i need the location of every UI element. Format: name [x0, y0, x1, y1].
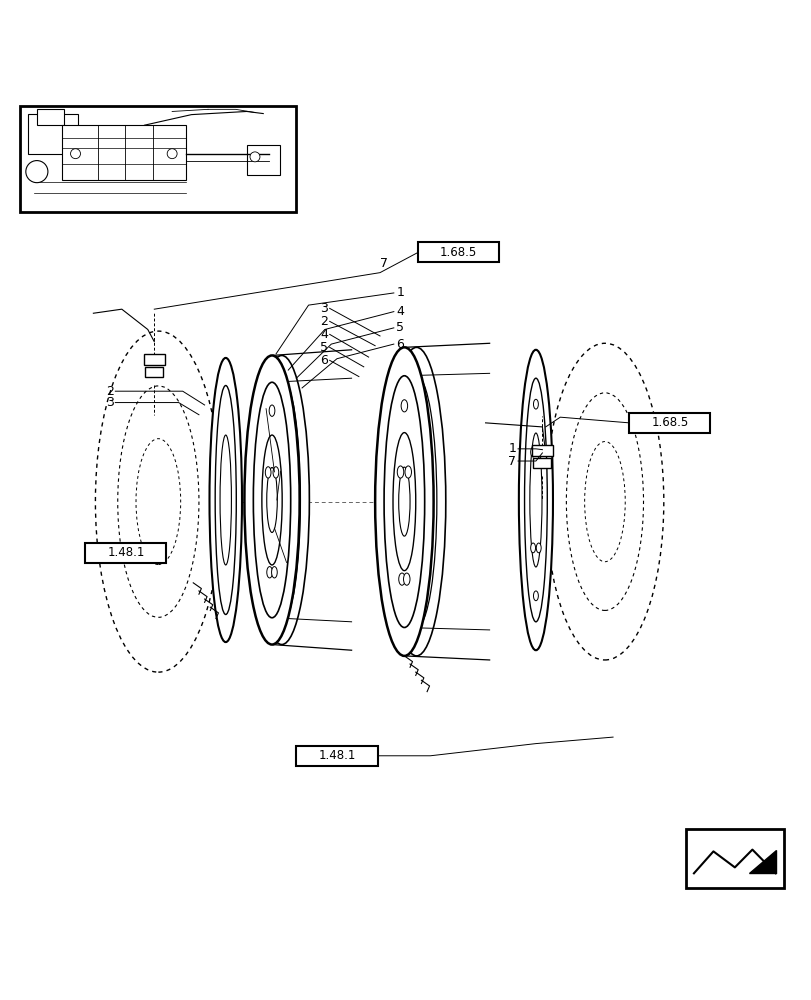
Ellipse shape	[268, 405, 274, 416]
Bar	[247, 145, 280, 175]
Bar	[629, 413, 710, 433]
Ellipse shape	[518, 350, 552, 650]
Bar	[28, 114, 78, 154]
Ellipse shape	[267, 567, 272, 578]
Ellipse shape	[375, 347, 433, 656]
Ellipse shape	[398, 467, 410, 536]
Ellipse shape	[535, 447, 540, 457]
Ellipse shape	[535, 543, 540, 553]
Ellipse shape	[384, 376, 424, 627]
Circle shape	[71, 149, 80, 159]
Bar	[685, 829, 783, 888]
Bar	[533, 458, 551, 468]
Text: 2: 2	[105, 385, 114, 398]
Ellipse shape	[266, 468, 277, 532]
Ellipse shape	[387, 347, 445, 656]
Polygon shape	[749, 850, 775, 873]
Ellipse shape	[393, 433, 415, 571]
Ellipse shape	[254, 355, 309, 645]
Text: 6: 6	[320, 354, 328, 367]
Ellipse shape	[261, 435, 281, 565]
Ellipse shape	[396, 376, 436, 627]
Text: 1.48.1: 1.48.1	[107, 546, 144, 559]
Text: 4: 4	[396, 305, 404, 318]
Text: 1: 1	[508, 442, 516, 455]
Ellipse shape	[524, 378, 547, 622]
Ellipse shape	[272, 467, 278, 478]
Text: 7: 7	[380, 257, 388, 270]
Ellipse shape	[401, 400, 407, 412]
Ellipse shape	[244, 355, 299, 645]
Text: 1.68.5: 1.68.5	[440, 246, 477, 259]
Bar	[145, 367, 163, 377]
Ellipse shape	[271, 567, 277, 578]
Text: 2: 2	[320, 315, 328, 328]
Bar	[20, 106, 296, 212]
Text: 1: 1	[396, 286, 404, 299]
Text: 5: 5	[396, 321, 404, 334]
Ellipse shape	[253, 382, 290, 618]
Circle shape	[167, 149, 177, 159]
Bar	[36, 109, 64, 125]
Ellipse shape	[533, 399, 538, 409]
Bar	[85, 543, 166, 563]
Text: 1.68.5: 1.68.5	[650, 416, 688, 429]
Text: 6: 6	[396, 338, 404, 351]
Ellipse shape	[398, 573, 405, 585]
Bar	[296, 746, 377, 766]
Ellipse shape	[529, 433, 542, 567]
Ellipse shape	[530, 543, 535, 553]
Ellipse shape	[209, 358, 242, 642]
Ellipse shape	[533, 591, 538, 601]
Bar	[418, 242, 499, 262]
Text: 5: 5	[320, 341, 328, 354]
Text: 3: 3	[320, 302, 328, 315]
Ellipse shape	[403, 573, 410, 585]
Ellipse shape	[530, 447, 535, 457]
Text: 3: 3	[105, 396, 114, 409]
Circle shape	[26, 161, 48, 183]
Ellipse shape	[263, 378, 300, 622]
Bar	[62, 125, 186, 180]
Bar	[144, 354, 165, 365]
Ellipse shape	[215, 386, 236, 614]
Ellipse shape	[220, 435, 231, 565]
Ellipse shape	[265, 467, 271, 478]
Circle shape	[250, 152, 260, 162]
Text: 1.48.1: 1.48.1	[318, 749, 355, 762]
Ellipse shape	[405, 466, 411, 478]
Text: 4: 4	[320, 328, 328, 341]
Bar	[531, 445, 552, 456]
Text: 7: 7	[508, 455, 516, 468]
Ellipse shape	[397, 466, 403, 478]
